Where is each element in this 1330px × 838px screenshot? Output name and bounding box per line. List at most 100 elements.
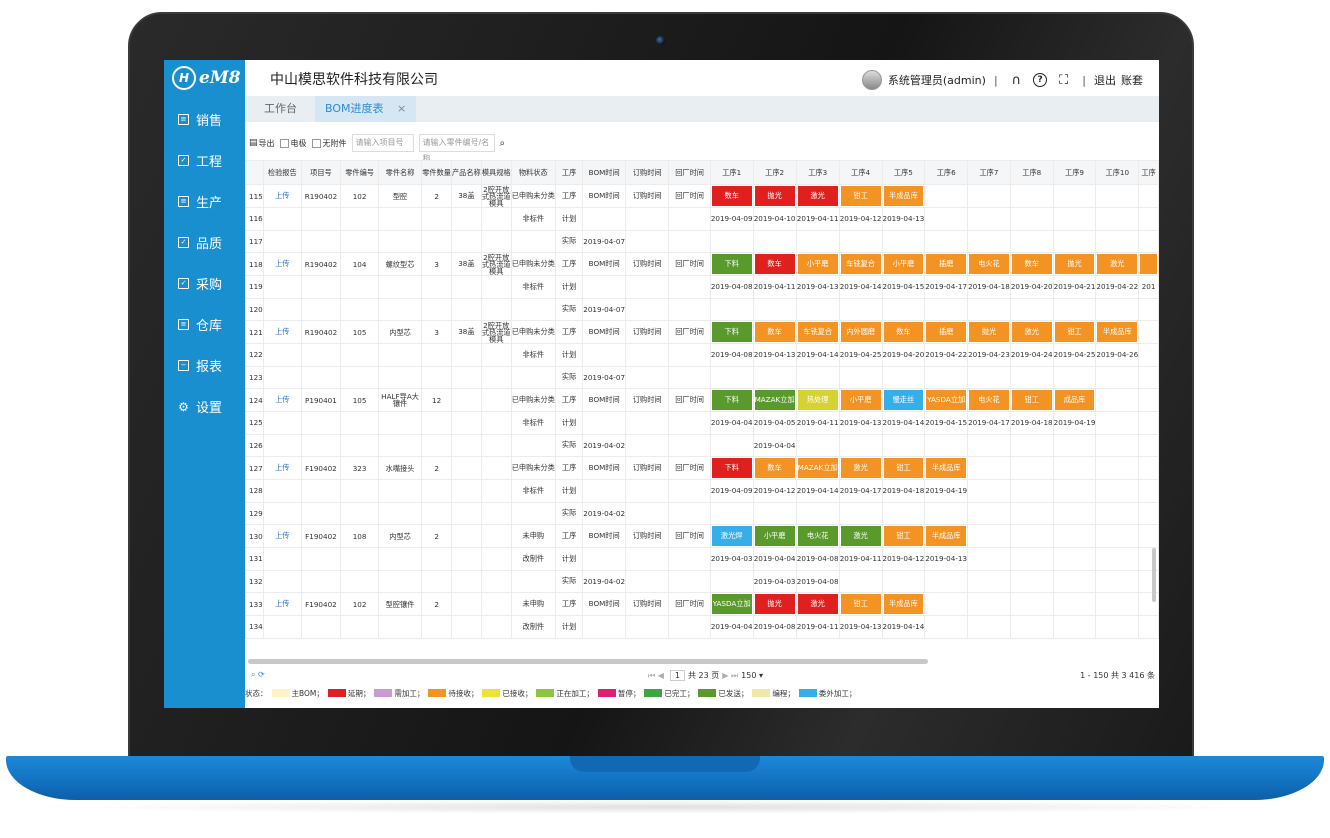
status-chip[interactable]: 钳工 [1054,322,1095,342]
column-header[interactable]: 工序5 [881,160,926,185]
status-chip[interactable]: 钳工 [840,186,881,206]
table-row[interactable]: 119 非标件 计划 2019-04-08 2019-04-11 2019-04-13 20… [245,275,1159,299]
table-row[interactable]: 115 上传 R190402 102 型腔 2 38盖 2腔开放式热流道模具 已申购未分类 工序 B… [245,184,1159,208]
cell-report[interactable]: 上传 [262,388,302,412]
table-row[interactable]: 122 非标件 计划 2019-04-08 2019-04-13 2019-04-14 20… [245,343,1159,367]
status-chip[interactable]: 半成品库 [1097,322,1138,342]
column-header[interactable]: 检验报告 [262,160,302,185]
table-row[interactable]: 125 非标件 计划 2019-04-04 2019-04-05 2019-04-11 20… [245,411,1159,435]
cell-report[interactable] [262,569,302,593]
next-last-icon[interactable]: ▶ ⏭ [722,670,739,680]
status-chip[interactable]: 小平磨 [754,526,795,546]
table-row[interactable]: 130 上传 F190402 108 内型芯 2 未申购 工序 BOM时间 订购时间 回厂时间 激光焊… [245,524,1159,548]
cell-report[interactable]: 上传 [262,524,302,548]
column-header[interactable]: 零件数量 [421,160,452,185]
table-row[interactable]: 126 实际 2019-04-02 2019-04-04 [245,433,1159,457]
cell-report[interactable] [262,365,302,389]
sidebar-item-2[interactable]: ≡ 生产 [178,192,222,211]
status-chip[interactable]: 下料 [711,322,752,342]
column-header[interactable]: 项目号 [300,160,342,185]
status-chip[interactable]: 成品库 [1054,390,1095,410]
status-chip[interactable]: 半成品库 [883,594,924,614]
column-header[interactable]: 回厂时间 [668,160,711,185]
status-chip[interactable]: 热处理 [797,390,838,410]
headset-icon[interactable]: ∩ [1011,72,1022,88]
column-header[interactable]: 工序2 [752,160,797,185]
cell-report[interactable]: 上传 [262,592,302,616]
column-header[interactable]: 物料状态 [510,160,556,185]
status-chip[interactable]: 车铣复合 [840,254,881,274]
column-header[interactable]: 工序 [554,160,584,185]
column-header[interactable]: 工序4 [838,160,883,185]
status-chip[interactable]: 数车 [754,322,795,342]
table-row[interactable]: 134 改制件 计划 2019-04-04 2019-04-08 2019-04-11 20… [245,615,1159,639]
table-row[interactable]: 120 实际 2019-04-07 [245,297,1159,321]
cell-report[interactable] [262,479,302,503]
export-button[interactable]: ▤ 导出 [249,138,275,149]
cell-report[interactable]: 上传 [262,456,302,480]
electrode-checkbox[interactable]: 电极 [279,138,307,149]
sidebar-item-4[interactable]: ✓ 采购 [178,274,222,293]
column-header[interactable]: 订购时间 [625,160,670,185]
table-row[interactable]: 131 改制件 计划 2019-04-03 2019-04-04 2019-04-08 20… [245,547,1159,571]
table-row[interactable]: 129 实际 2019-04-02 [245,501,1159,525]
close-icon[interactable]: × [397,102,407,115]
status-chip[interactable]: 内外圆磨 [840,322,881,342]
status-chip[interactable]: 抛光 [754,186,795,206]
cell-report[interactable] [262,297,302,321]
status-chip[interactable]: 钳工 [840,594,881,614]
status-chip[interactable]: YASDA立加 [926,390,967,410]
column-header[interactable]: BOM时间 [582,160,627,185]
table-row[interactable]: 127 上传 F190402 323 水嘴接头 2 已申购未分类 工序 BOM时间 订购时间 回厂时… [245,456,1159,480]
status-chip[interactable] [1140,254,1157,274]
column-header[interactable]: 工序3 [795,160,840,185]
table-row[interactable]: 124 上传 P190401 105 HALF导A大镶件 12 已申购未分类 工序 BOM时间订… [245,388,1159,412]
table-row[interactable]: 128 非标件 计划 2019-04-09 2019-04-12 2019-04-14 20… [245,479,1159,503]
column-header[interactable]: 零件编号 [340,160,379,185]
status-chip[interactable]: MAZAK立加 [754,390,795,410]
cell-report[interactable] [262,433,302,457]
status-chip[interactable]: 激光 [840,458,881,478]
account-set-link[interactable]: 账套 [1121,74,1143,87]
column-header[interactable]: 工序9 [1052,160,1097,185]
column-header[interactable]: 产品名称 [450,160,482,185]
table-row[interactable]: 123 实际 2019-04-07 [245,365,1159,389]
cell-report[interactable] [262,229,302,253]
status-chip[interactable]: 数车 [883,322,924,342]
status-chip[interactable]: 慢走丝 [883,390,924,410]
table-row[interactable]: 121 上传 R190402 105 内型芯 3 38盖 2腔开放式热流道模具 已申购未分类 工序… [245,320,1159,344]
sidebar-item-0[interactable]: ≡ 销售 [178,110,222,129]
column-header[interactable] [245,160,264,185]
status-chip[interactable]: MAZAK立加 [797,458,838,478]
status-chip[interactable]: 电火花 [797,526,838,546]
status-chip[interactable]: 小平磨 [797,254,838,274]
status-chip[interactable]: 半成品库 [926,526,967,546]
tab-workbench[interactable]: 工作台 [264,96,297,122]
logout-link[interactable]: 退出 [1094,74,1116,87]
table-row[interactable]: 133 上传 F190402 102 型腔镶件 2 未申购 工序 BOM时间 订购时间 回厂时间 YA… [245,592,1159,616]
tab-bom-progress[interactable]: BOM进度表 × [315,96,417,122]
column-header[interactable]: 工序1 [709,160,754,185]
status-chip[interactable]: 车铣复合 [797,322,838,342]
status-chip[interactable]: 激光焊 [711,526,752,546]
table-row[interactable]: 116 非标件 计划 2019-04-09 2019-04-10 2019-04-11 20… [245,207,1159,231]
status-chip[interactable]: 抛光 [754,594,795,614]
status-chip[interactable]: 激光 [797,186,838,206]
vertical-scrollbar[interactable] [1152,548,1156,602]
help-icon[interactable]: ? [1033,73,1048,87]
column-header[interactable]: 工序10 [1095,160,1140,185]
status-chip[interactable]: 下料 [711,458,752,478]
column-header[interactable]: 零件名称 [377,160,423,185]
status-chip[interactable]: 激光 [797,594,838,614]
user-name[interactable]: 系统管理员(admin) [887,74,986,87]
status-chip[interactable]: 激光 [1097,254,1138,274]
status-chip[interactable]: 激光 [1011,322,1052,342]
column-header[interactable]: 工序8 [1009,160,1054,185]
cell-report[interactable] [262,501,302,525]
avatar[interactable] [861,70,882,90]
status-chip[interactable]: 下料 [711,390,752,410]
part-search-input[interactable]: 请输入零件编号/名称 [418,134,495,163]
sidebar-item-7[interactable]: ⚙ 设置 [178,397,222,417]
page-input[interactable]: 1 [669,670,685,681]
status-chip[interactable]: 数车 [1011,254,1052,274]
